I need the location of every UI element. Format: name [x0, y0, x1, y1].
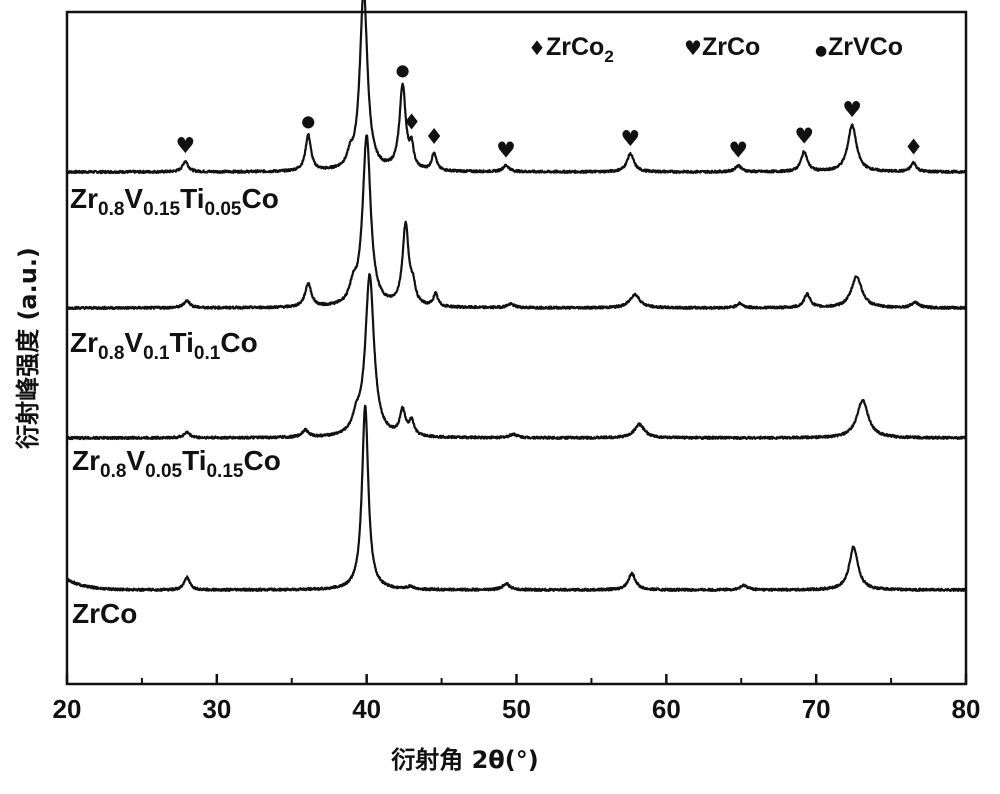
- legend-label-1: ZrCo2: [546, 33, 614, 66]
- peak-marker-9: ♥: [728, 138, 748, 163]
- peak-marker-7: ♥: [496, 138, 516, 163]
- series-label-1: Zr0.8V0.15Ti0.05Co: [70, 183, 279, 220]
- legend: ♦ZrCo2 ♥ZrCo ●ZrVCo: [528, 33, 903, 66]
- spectra-group: [67, 0, 966, 591]
- series-label-3: Zr0.8V0.05Ti0.15Co: [72, 445, 281, 482]
- legend-label-3: ZrVCo: [828, 33, 903, 61]
- spectrum-line-1: [67, 0, 966, 173]
- x-axis-ticks: 20 30 40 50 60 70 80: [53, 674, 981, 724]
- peak-marker-1: ♥: [176, 134, 196, 159]
- x-tick-label-20: 20: [53, 694, 82, 724]
- spectrum-line-2: [67, 135, 966, 309]
- series-label-4: ZrCo: [72, 598, 137, 629]
- peak-marker-8: ♥: [621, 127, 641, 152]
- x-tick-label-80: 80: [952, 694, 981, 724]
- y-axis-title: 衍射峰强度 (a.u.): [14, 247, 42, 449]
- legend-marker-1: ♦: [528, 36, 546, 60]
- legend-marker-2: ♥: [684, 36, 702, 60]
- x-tick-label-40: 40: [352, 694, 381, 724]
- x-tick-label-70: 70: [802, 694, 831, 724]
- series-label-2: Zr0.8V0.1Ti0.1Co: [70, 327, 258, 364]
- peak-marker-6: ♦: [424, 125, 444, 150]
- legend-label-2: ZrCo: [702, 33, 760, 61]
- peak-marker-10: ♥: [794, 125, 814, 150]
- x-tick-label-60: 60: [652, 694, 681, 724]
- peak-marker-5: ♦: [402, 111, 422, 136]
- legend-marker-3: ●: [815, 43, 827, 59]
- x-tick-label-30: 30: [202, 694, 231, 724]
- peak-marker-11: ♥: [842, 98, 862, 123]
- x-axis-title: 衍射角 2θ(°): [391, 746, 538, 774]
- x-tick-label-50: 50: [502, 694, 531, 724]
- legend-entry-zrvco: ●ZrVCo: [815, 33, 903, 61]
- peak-markers-group: ♥●♥●♦♦♥♥♥♥♥♦: [176, 0, 924, 163]
- legend-entry-zrco: ♥ZrCo: [684, 33, 760, 61]
- peak-marker-4: ●: [396, 60, 410, 79]
- peak-marker-2: ●: [301, 112, 315, 131]
- spectrum-line-4: [67, 406, 966, 591]
- series-labels-group: Zr0.8V0.15Ti0.05Co Zr0.8V0.1Ti0.1Co Zr0.8V…: [70, 183, 281, 629]
- peak-marker-12: ♦: [904, 136, 924, 161]
- legend-entry-zrco2: ♦ZrCo2: [528, 33, 614, 66]
